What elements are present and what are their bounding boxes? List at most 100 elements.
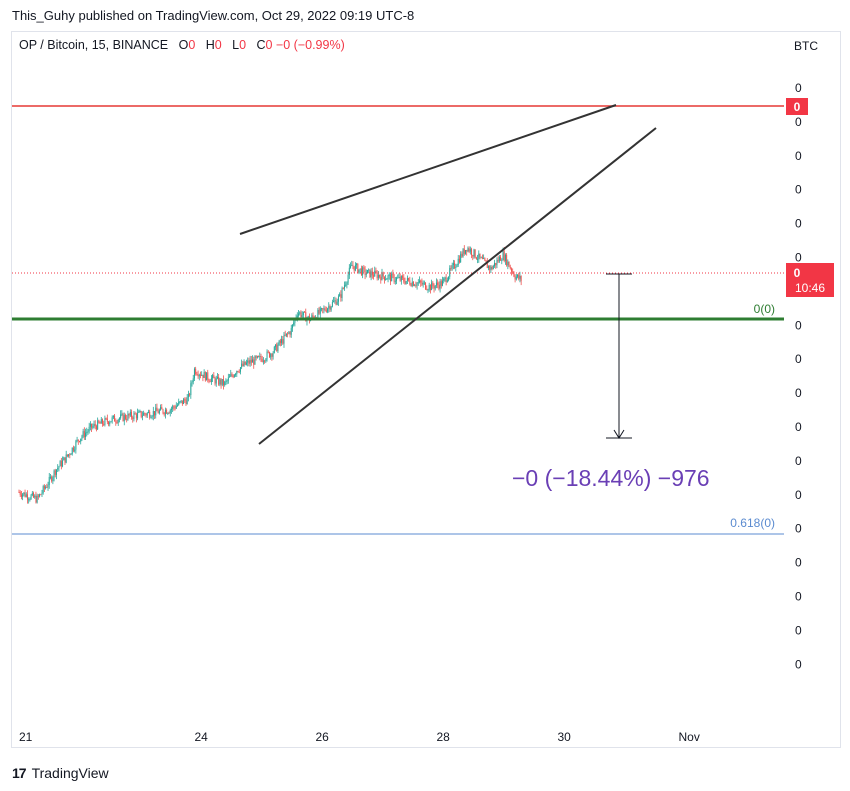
ohlc-change: −0 (−0.99%) [275, 38, 345, 52]
candle-body [408, 278, 410, 281]
time-tick-label: 21 [19, 730, 33, 744]
candle-body [207, 372, 209, 380]
candle-body [462, 248, 464, 257]
time-tick-label: 24 [195, 730, 209, 744]
candle-body [284, 334, 286, 336]
wedge-upper-trendline[interactable] [239, 104, 617, 235]
candle-body [509, 266, 511, 269]
candle-body [222, 378, 224, 386]
candle-body [428, 284, 430, 290]
candle-body [356, 263, 358, 265]
candle-body [464, 250, 466, 254]
candle-body [328, 306, 330, 309]
price-tick-label: 0 [795, 488, 802, 502]
candle-body [97, 420, 99, 430]
candle-body [312, 315, 314, 317]
candle-body [335, 300, 337, 305]
candle-body [399, 276, 401, 281]
price-axis: 000000000000000000 [795, 81, 802, 671]
candle-body [98, 420, 100, 423]
candle-body [296, 315, 298, 318]
candle-body [156, 407, 158, 412]
candle-body [294, 318, 296, 323]
time-axis: 21 24 26 28 30 Nov [19, 730, 700, 744]
candle-body [452, 263, 454, 265]
candle-body [330, 306, 332, 310]
candle-body [290, 328, 292, 335]
candle-body [276, 344, 278, 352]
candle-body [435, 282, 437, 286]
candle-body [278, 340, 280, 346]
candle-body [357, 263, 359, 273]
candle-body [448, 276, 450, 281]
price-tick-label: 0 [795, 454, 802, 468]
candle-body [258, 356, 260, 358]
candle-body [122, 413, 124, 422]
candle-body [158, 410, 160, 414]
candle-body [433, 286, 435, 289]
candle-body [285, 333, 287, 336]
candle-body [489, 265, 491, 270]
wedge-lower-trendline[interactable] [258, 127, 657, 445]
candle-body [396, 277, 398, 281]
candle-body [47, 485, 49, 488]
candle-body [39, 494, 41, 497]
candle-body [79, 441, 80, 443]
candle-body [255, 356, 257, 358]
candle-body [210, 378, 212, 382]
candle-body [249, 359, 251, 364]
candle-body [28, 499, 30, 501]
candle-body [342, 288, 344, 290]
candle-body [345, 284, 347, 286]
candle-body [250, 359, 252, 363]
candle-body [273, 346, 275, 353]
candle-body [264, 360, 266, 362]
candle-body [46, 487, 48, 489]
candle-body [111, 417, 113, 422]
fib-label: 0.618(0) [730, 516, 775, 530]
candle-body [497, 259, 499, 262]
candle-body [91, 423, 93, 428]
candle-body [450, 268, 452, 270]
candle-body [235, 374, 237, 376]
candle-body [365, 273, 367, 275]
candle-body [167, 412, 169, 414]
candle-body [419, 280, 421, 283]
candle-body [209, 381, 211, 383]
candle-body [351, 265, 353, 267]
candle-body [99, 422, 101, 424]
candle-body [322, 308, 324, 310]
candle-body [65, 454, 67, 463]
candle-body [110, 421, 112, 423]
footer-brand[interactable]: 17 TradingView [12, 765, 109, 781]
candle-body [152, 411, 154, 417]
candle-body [518, 274, 520, 279]
candle-body [202, 374, 204, 378]
candle-body [364, 268, 366, 275]
brand-name: TradingView [31, 765, 109, 781]
candle-body [487, 265, 489, 269]
candle-body [352, 265, 354, 267]
price-tick-label: 0 [795, 251, 802, 265]
price-tick-label: 0 [795, 115, 802, 129]
candle-body [149, 411, 151, 418]
candle-body [239, 367, 241, 372]
candle-body [480, 257, 482, 259]
candle-body [412, 281, 414, 286]
candle-body [411, 281, 413, 287]
symbol-pair[interactable]: OP / Bitcoin, 15, BINANCE [19, 38, 169, 52]
candle-body [370, 271, 372, 278]
candle-body [81, 436, 83, 439]
candle-body [359, 268, 361, 270]
candle-body [304, 311, 306, 313]
candle-body [275, 344, 277, 347]
candle-body [449, 268, 451, 277]
candle-body [382, 272, 384, 277]
candle-body [147, 411, 149, 413]
candle-body [41, 492, 43, 495]
candle-body [307, 316, 309, 319]
candle-body [135, 414, 137, 419]
candle-body [196, 373, 198, 375]
candle-body [115, 421, 117, 423]
